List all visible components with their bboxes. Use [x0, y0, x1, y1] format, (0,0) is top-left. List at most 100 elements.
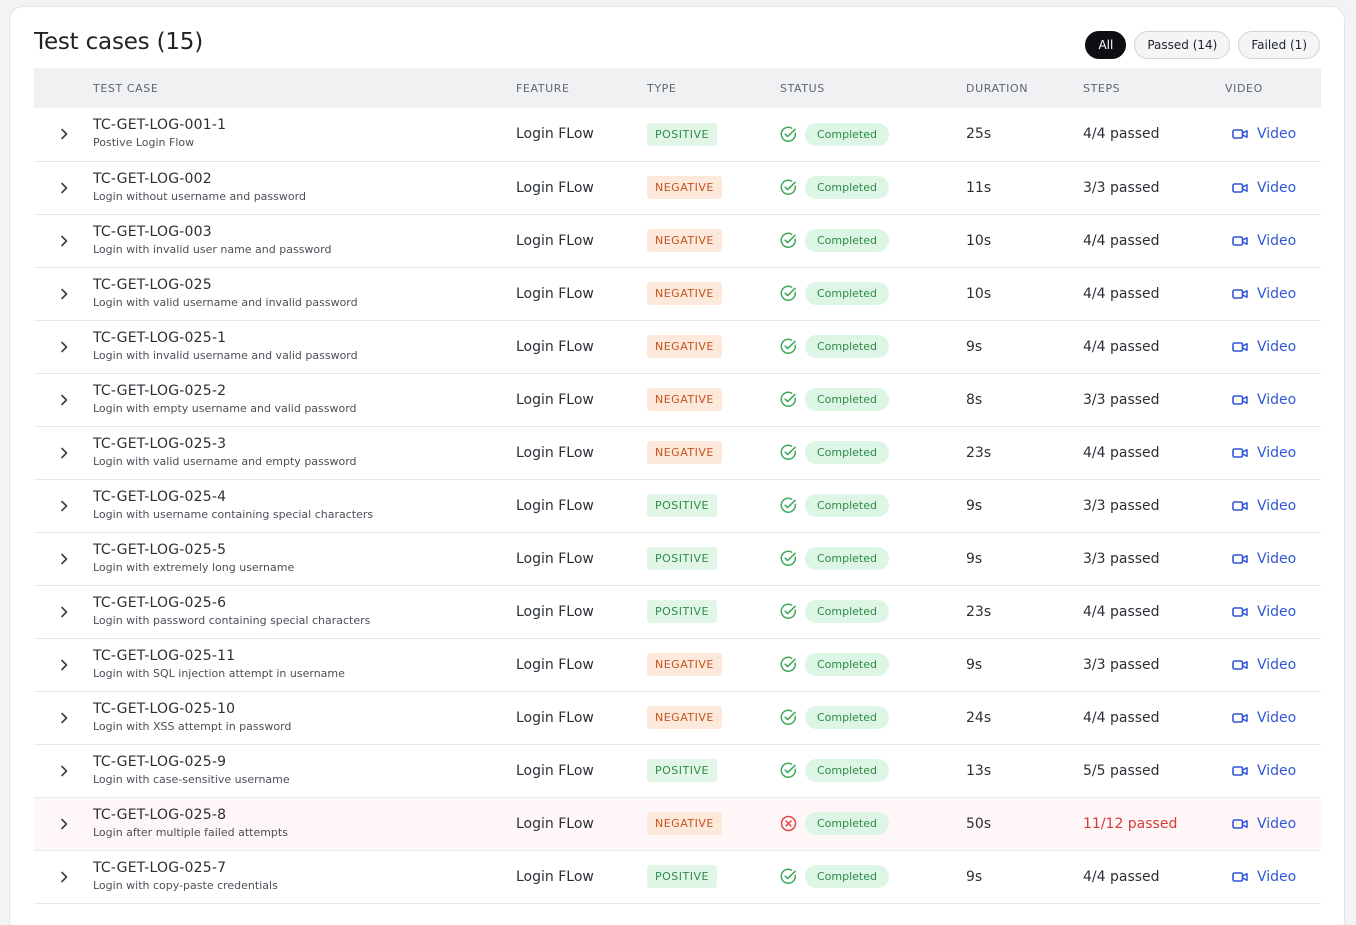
video-cell: Video — [1225, 161, 1321, 215]
steps-cell: 4/4 passed — [1083, 850, 1225, 904]
test-case-cell: TC-GET-LOG-025-11 Login with SQL injecti… — [93, 638, 516, 692]
video-link[interactable]: Video — [1225, 233, 1321, 249]
video-link[interactable]: Video — [1225, 816, 1321, 832]
chevron-right-icon[interactable] — [59, 498, 69, 514]
test-cases-card: Test cases (15) All Passed (14) Failed (… — [9, 6, 1345, 925]
video-cell: Video — [1225, 426, 1321, 480]
type-cell: NEGATIVE — [647, 373, 780, 427]
filter-passed-button[interactable]: Passed (14) — [1134, 31, 1231, 59]
steps-cell: 3/3 passed — [1083, 161, 1225, 215]
chevron-right-icon[interactable] — [59, 657, 69, 673]
video-cell: Video — [1225, 691, 1321, 745]
video-link[interactable]: Video — [1225, 551, 1321, 567]
chevron-right-icon[interactable] — [59, 392, 69, 408]
chevron-right-icon[interactable] — [59, 869, 69, 885]
video-camera-icon — [1232, 712, 1248, 724]
type-cell: NEGATIVE — [647, 320, 780, 374]
table-row[interactable]: TC-GET-LOG-025-11 Login with SQL injecti… — [34, 638, 1321, 692]
table-row[interactable]: TC-GET-LOG-025-5 Login with extremely lo… — [34, 532, 1321, 586]
type-badge: NEGATIVE — [647, 229, 722, 252]
header-status: STATUS — [780, 81, 825, 95]
table-row[interactable]: TC-GET-LOG-001-1 Postive Login Flow Logi… — [34, 108, 1321, 162]
video-link[interactable]: Video — [1225, 604, 1321, 620]
filter-failed-button[interactable]: Failed (1) — [1238, 31, 1320, 59]
video-link[interactable]: Video — [1225, 339, 1321, 355]
test-cases-table: TEST CASE FEATURE TYPE STATUS DURATION S… — [34, 68, 1321, 904]
duration-cell: 10s — [966, 267, 1083, 321]
video-link[interactable]: Video — [1225, 869, 1321, 885]
video-camera-icon — [1232, 500, 1248, 512]
chevron-right-icon[interactable] — [59, 126, 69, 142]
table-row[interactable]: TC-GET-LOG-025-2 Login with empty userna… — [34, 373, 1321, 427]
steps-cell: 4/4 passed — [1083, 108, 1225, 162]
table-row[interactable]: TC-GET-LOG-025-10 Login with XSS attempt… — [34, 691, 1321, 745]
test-case-description: Login with XSS attempt in password — [93, 719, 292, 733]
feature-cell: Login FLow — [516, 320, 647, 374]
status-badge: Completed — [805, 600, 889, 623]
feature-cell: Login FLow — [516, 532, 647, 586]
type-badge: POSITIVE — [647, 759, 717, 782]
video-link[interactable]: Video — [1225, 180, 1321, 196]
video-link[interactable]: Video — [1225, 657, 1321, 673]
test-case-id: TC-GET-LOG-025-1 — [93, 329, 227, 346]
status-cell: Completed — [780, 108, 966, 162]
test-case-id: TC-GET-LOG-025-5 — [93, 541, 227, 558]
chevron-right-icon[interactable] — [59, 339, 69, 355]
video-link[interactable]: Video — [1225, 126, 1321, 142]
test-case-description: Postive Login Flow — [93, 136, 195, 150]
test-case-cell: TC-GET-LOG-025-2 Login with empty userna… — [93, 373, 516, 427]
video-link[interactable]: Video — [1225, 763, 1321, 779]
status-badge: Completed — [805, 388, 889, 411]
check-circle-icon — [780, 762, 797, 779]
table-row[interactable]: TC-GET-LOG-025-7 Login with copy-paste c… — [34, 850, 1321, 904]
check-circle-icon — [780, 232, 797, 249]
table-row[interactable]: TC-GET-LOG-025-8 Login after multiple fa… — [34, 797, 1321, 851]
table-row[interactable]: TC-GET-LOG-002 Login without username an… — [34, 161, 1321, 215]
table-row[interactable]: TC-GET-LOG-025-4 Login with username con… — [34, 479, 1321, 533]
check-circle-icon — [780, 391, 797, 408]
table-header-row: TEST CASE FEATURE TYPE STATUS DURATION S… — [34, 68, 1321, 108]
chevron-right-icon[interactable] — [59, 816, 69, 832]
test-case-cell: TC-GET-LOG-003 Login with invalid user n… — [93, 214, 516, 268]
table-row[interactable]: TC-GET-LOG-025 Login with valid username… — [34, 267, 1321, 321]
type-cell: POSITIVE — [647, 744, 780, 798]
video-camera-icon — [1232, 818, 1248, 830]
video-link[interactable]: Video — [1225, 392, 1321, 408]
video-label: Video — [1257, 179, 1297, 196]
steps-cell: 4/4 passed — [1083, 691, 1225, 745]
table-row[interactable]: TC-GET-LOG-025-3 Login with valid userna… — [34, 426, 1321, 480]
chevron-right-icon[interactable] — [59, 286, 69, 302]
test-case-description: Login with valid username and empty pass… — [93, 454, 357, 468]
chevron-right-icon[interactable] — [59, 763, 69, 779]
video-link[interactable]: Video — [1225, 710, 1321, 726]
header-test-case: TEST CASE — [93, 81, 159, 95]
chevron-right-icon[interactable] — [59, 551, 69, 567]
video-label: Video — [1257, 391, 1297, 408]
chevron-right-icon[interactable] — [59, 445, 69, 461]
table-row[interactable]: TC-GET-LOG-003 Login with invalid user n… — [34, 214, 1321, 268]
chevron-right-icon[interactable] — [59, 233, 69, 249]
check-circle-icon — [780, 550, 797, 567]
type-cell: NEGATIVE — [647, 691, 780, 745]
steps-cell: 3/3 passed — [1083, 532, 1225, 586]
filter-all-button[interactable]: All — [1085, 31, 1127, 59]
status-cell: Completed — [780, 214, 966, 268]
type-badge: NEGATIVE — [647, 282, 722, 305]
video-camera-icon — [1232, 128, 1248, 140]
table-row[interactable]: TC-GET-LOG-025-9 Login with case-sensiti… — [34, 744, 1321, 798]
test-case-description: Login with SQL injection attempt in user… — [93, 666, 345, 680]
test-case-description: Login with username containing special c… — [93, 507, 374, 521]
video-link[interactable]: Video — [1225, 445, 1321, 461]
chevron-right-icon[interactable] — [59, 180, 69, 196]
table-row[interactable]: TC-GET-LOG-025-6 Login with password con… — [34, 585, 1321, 639]
type-cell: NEGATIVE — [647, 638, 780, 692]
chevron-right-icon[interactable] — [59, 604, 69, 620]
table-row[interactable]: TC-GET-LOG-025-1 Login with invalid user… — [34, 320, 1321, 374]
test-case-id: TC-GET-LOG-002 — [93, 170, 212, 187]
video-link[interactable]: Video — [1225, 498, 1321, 514]
status-badge: Completed — [805, 706, 889, 729]
chevron-right-icon[interactable] — [59, 710, 69, 726]
type-cell: NEGATIVE — [647, 161, 780, 215]
filter-group: All Passed (14) Failed (1) — [1085, 31, 1320, 59]
video-link[interactable]: Video — [1225, 286, 1321, 302]
